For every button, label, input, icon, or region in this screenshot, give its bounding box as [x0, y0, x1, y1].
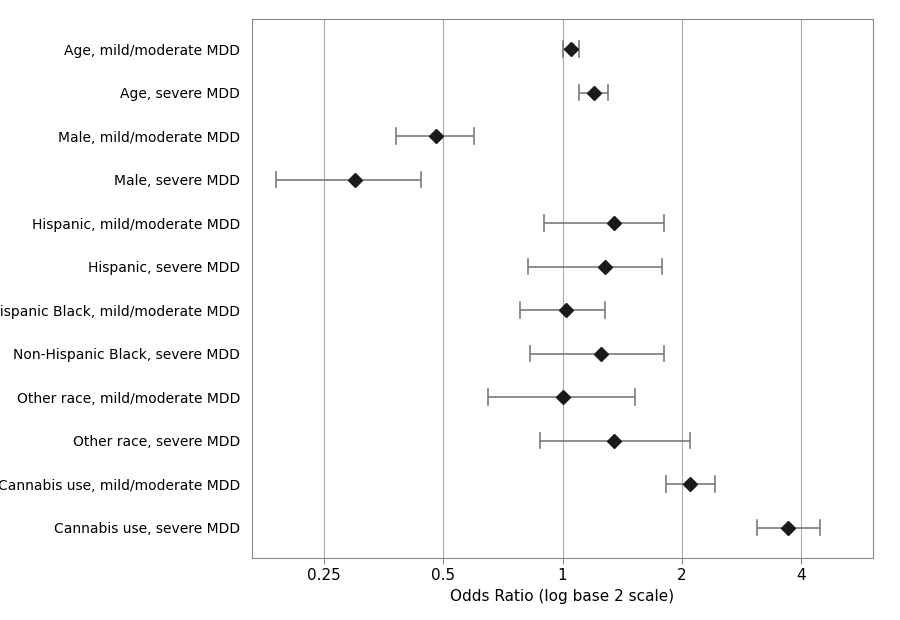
X-axis label: Odds Ratio (log base 2 scale): Odds Ratio (log base 2 scale) [450, 589, 675, 604]
